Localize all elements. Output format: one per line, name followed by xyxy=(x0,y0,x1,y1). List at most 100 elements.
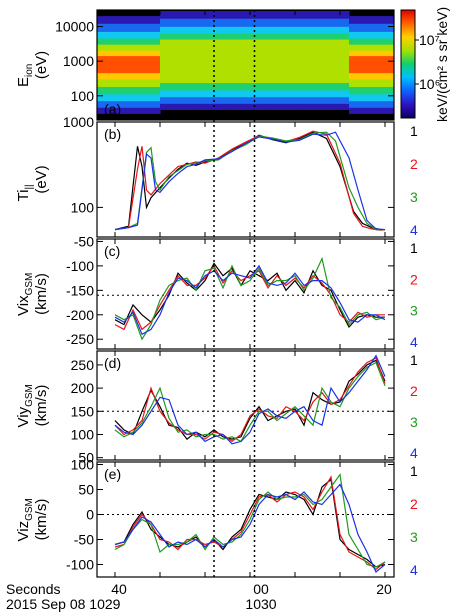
spacecraft-label-2: 2 xyxy=(410,383,418,399)
spectrogram-cell xyxy=(371,56,377,74)
spectrogram-cell xyxy=(151,56,157,74)
spectrogram-cell xyxy=(385,56,391,74)
spectrogram-cell xyxy=(380,56,386,74)
y-tick-label: 100 xyxy=(71,199,95,215)
spacecraft-label-4: 4 xyxy=(410,222,418,238)
panel-label-a: (a) xyxy=(104,101,121,117)
spectrogram-cell xyxy=(236,39,242,84)
spectrogram-cell xyxy=(97,56,103,74)
spectrogram-cell xyxy=(205,39,211,84)
y-tick-label: 100 xyxy=(71,426,95,442)
panel-d: 1 2 3 4 250 200 150 100 50 (d) ViyGSM(km/s) xyxy=(15,350,418,466)
y-axis-title-subscript: GSM xyxy=(24,498,35,521)
spectrogram-cell xyxy=(304,39,310,84)
y-axis-title-main: E xyxy=(15,77,32,87)
spacecraft-label-3: 3 xyxy=(410,529,418,545)
panel-frame-c xyxy=(96,238,395,350)
series-line-sc4 xyxy=(114,264,386,336)
series-line-sc3 xyxy=(114,361,386,443)
spectrogram-cell xyxy=(340,39,346,84)
y-axis-title-main: Viz xyxy=(15,521,32,542)
panel-frame-e xyxy=(96,461,395,578)
spectrogram-cell xyxy=(187,39,193,84)
spectrogram-cell xyxy=(286,39,292,84)
spacecraft-label-4: 4 xyxy=(410,445,418,461)
x-tick-label-00: 00 xyxy=(253,581,269,597)
spectrogram-cell xyxy=(263,39,269,84)
spectrogram-cell xyxy=(218,39,224,84)
spectrogram-cell xyxy=(119,56,125,74)
x-tick-sublabel-1030: 1030 xyxy=(245,596,276,612)
spectrogram-cell xyxy=(268,39,274,84)
spectrogram-cell xyxy=(128,56,134,74)
y-tick-label: -50 xyxy=(74,532,94,548)
spectrogram-cell xyxy=(250,39,256,84)
spacecraft-label-4: 4 xyxy=(410,562,418,578)
panel-label-d: (d) xyxy=(104,355,121,371)
spectrogram-cell xyxy=(335,39,341,84)
spectrogram-cell xyxy=(146,56,152,74)
y-axis-title-a: Eion xyxy=(15,64,35,87)
y-axis-title-subscript: GSM xyxy=(24,384,35,407)
spectrogram-cell xyxy=(164,39,170,84)
series-line-sc2 xyxy=(114,475,386,571)
series-line-sc4 xyxy=(114,354,386,445)
spectrogram-cell xyxy=(196,39,202,84)
y-axis-unit-d: (km/s) xyxy=(33,385,50,427)
spectrogram-cell xyxy=(101,56,107,74)
series-line-sc1 xyxy=(114,478,386,568)
spacecraft-label-2: 2 xyxy=(410,271,418,287)
spectrogram-cell xyxy=(200,39,206,84)
spectrogram-cell xyxy=(326,39,332,84)
spacecraft-label-3: 3 xyxy=(410,414,418,430)
y-tick-label: 250 xyxy=(71,357,95,373)
y-axis-unit-c: (km/s) xyxy=(33,273,50,315)
y-tick-label: -250 xyxy=(66,331,94,347)
spectrogram-cell xyxy=(133,56,139,74)
panel-frame-a xyxy=(96,9,395,121)
y-tick-label: 50 xyxy=(78,450,94,466)
series-line-sc3 xyxy=(114,256,386,341)
spectrogram-cell xyxy=(290,39,296,84)
y-axis-title-d: ViyGSM xyxy=(15,384,35,427)
series-line-sc4 xyxy=(114,483,386,573)
spectrogram-cell xyxy=(209,39,215,84)
series-line-sc2 xyxy=(114,264,385,331)
spectrogram-cell xyxy=(214,39,220,84)
spectrogram-cell xyxy=(358,56,364,74)
spectrogram-cell xyxy=(389,56,394,74)
spectrogram-cell xyxy=(295,39,301,84)
spectrogram-cell xyxy=(245,39,251,84)
y-axis-title-main: Ti xyxy=(15,190,32,202)
y-tick-label: 0 xyxy=(86,507,94,523)
y-tick-label: -100 xyxy=(66,258,94,274)
spectrogram-cell xyxy=(308,39,314,84)
spectrogram-cell xyxy=(254,39,260,84)
spectrogram-cell xyxy=(367,56,373,74)
panel-c: 1 2 3 4 -50 -100 -150 -200 -250 (c) VixGSM(km/s) xyxy=(15,233,418,350)
spectrogram-cell xyxy=(110,56,116,74)
y-tick-label: 100 xyxy=(71,457,95,473)
spectrogram-cell xyxy=(353,56,359,74)
spectrogram-cell xyxy=(344,39,350,84)
spectrogram-cell xyxy=(227,39,233,84)
spectrogram xyxy=(97,11,394,114)
y-axis-title-subscript: ion xyxy=(24,64,35,77)
spectrogram-cell xyxy=(182,39,188,84)
spectrogram-cell xyxy=(241,39,247,84)
y-tick-label: 150 xyxy=(71,403,95,419)
spectrogram-cell xyxy=(223,39,229,84)
y-tick-label: 100 xyxy=(71,88,95,104)
colorbar-tick-label-1e6: 10⁶ xyxy=(419,76,440,92)
spectrogram-cell xyxy=(277,39,283,84)
spectrogram-cell xyxy=(155,56,161,74)
spectrogram-cell xyxy=(191,39,197,84)
spectrogram-cell xyxy=(178,39,184,84)
bottom-label-date: 2015 Sep 08 1029 xyxy=(6,596,121,612)
y-tick-label: 50 xyxy=(78,482,94,498)
spacecraft-label-3: 3 xyxy=(410,303,418,319)
panel-b: 1 2 3 4 1000 100 (b) Ti||(eV) xyxy=(15,114,418,238)
y-tick-label: -150 xyxy=(66,282,94,298)
spectrogram-cell xyxy=(142,56,148,74)
